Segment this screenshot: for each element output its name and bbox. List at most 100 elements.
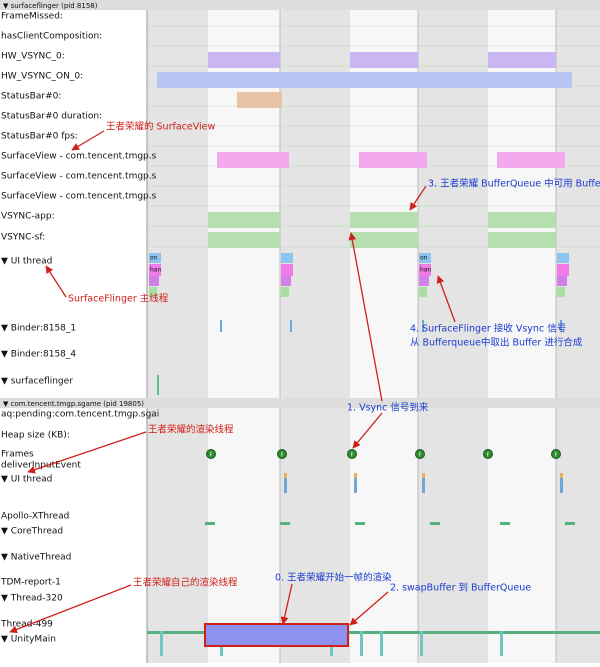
slice: [284, 473, 287, 478]
annotation-arrow: [280, 583, 293, 625]
annotation-arrow: [349, 591, 389, 626]
annotations: 王者荣耀的 SurfaceView SurfaceFlinger 主线程王者荣耀的…: [9, 121, 600, 634]
annotation: 王者荣耀自己的渲染线程: [133, 577, 238, 589]
slice: [500, 522, 510, 525]
slice: [430, 522, 440, 525]
frame-marker-label: F: [555, 453, 558, 459]
slice-label: han: [420, 267, 431, 274]
band-light: [350, 0, 418, 663]
slice-label: on: [150, 255, 158, 262]
frame-marker-label: F: [281, 453, 284, 459]
slice: [380, 631, 383, 656]
frame-marker-label: F: [210, 453, 213, 459]
slice: [560, 473, 563, 478]
track-label: SurfaceView - com.tencent.tmgp.s: [1, 152, 157, 162]
slice: [281, 287, 289, 297]
slice: [290, 320, 292, 332]
track-label: ▼ Binder:8158_4: [1, 350, 76, 360]
vsync-slice: [350, 52, 418, 68]
slice-label: on: [420, 255, 428, 262]
track-label: deliverInputEvent: [1, 461, 81, 471]
vsync-slice: [208, 52, 280, 68]
track-label: Thread-499: [0, 620, 53, 630]
annotation-arrow: [352, 412, 383, 449]
slice: [419, 264, 431, 276]
track-label: ▼ UI thread: [1, 475, 52, 485]
surfaceview-slice: [497, 152, 565, 168]
slice: [205, 522, 215, 525]
track-label: StatusBar#0 fps:: [1, 132, 78, 142]
annotation-arrow: [71, 130, 105, 151]
slice: [419, 287, 427, 297]
slice: [422, 473, 425, 493]
slice: [560, 473, 563, 493]
slice: [565, 522, 575, 525]
slice: [354, 473, 357, 493]
track-label: aq:pending:com.tencent.tmgp.sgai: [1, 410, 159, 420]
slice: [419, 276, 429, 286]
track-label: ▼ NativeThread: [1, 553, 71, 563]
frame-marker: [347, 449, 357, 459]
slice: [355, 522, 365, 525]
frame-marker: [551, 449, 561, 459]
vsync-app-slice: [350, 212, 418, 228]
vsync-sf-slice: [208, 232, 280, 248]
vsync-sf-slice: [488, 232, 556, 248]
process-header: [0, 398, 600, 408]
annotation-arrow: [348, 232, 383, 402]
annotation: 2. swapBuffer 到 BufferQueue: [390, 582, 531, 594]
annotation-arrow: [27, 431, 147, 474]
slice: [360, 631, 363, 656]
annotation: 从 Bufferqueue中取出 Buffer 进行合成: [410, 337, 583, 349]
track-label: SurfaceView - com.tencent.tmgp.s: [1, 172, 157, 182]
band-light: [488, 0, 556, 663]
track-label: HW_VSYNC_ON_0:: [1, 72, 83, 82]
annotation: 王者荣耀的渲染线程: [148, 424, 234, 436]
slice: [557, 276, 567, 286]
annotation: 0. 王者荣耀开始一帧的渲染: [275, 572, 392, 584]
track-label: ▼ Binder:8158_1: [1, 324, 76, 334]
process-header-label: ▼ surfaceflinger (pid 8158): [3, 2, 98, 10]
slice: [149, 276, 159, 286]
annotation: 1. Vsync 信号到来: [347, 402, 429, 414]
slice: [419, 253, 431, 263]
frame-marker: [483, 449, 493, 459]
annotation-arrow: [409, 185, 427, 211]
vsync-slice: [488, 52, 556, 68]
slice: [422, 320, 424, 332]
slice: [281, 253, 293, 263]
frame-marker: [415, 449, 425, 459]
hw-vsync-on: [157, 72, 572, 88]
track-label: VSYNC-app:: [1, 212, 55, 222]
annotation: 4. SurfaceFlinger 接收 Vsync 信号: [410, 323, 566, 335]
slice: [500, 631, 503, 656]
slice: [157, 375, 159, 395]
annotation: 王者荣耀的 SurfaceView: [106, 121, 215, 133]
slice: [420, 631, 423, 656]
track-label: Heap size (KB):: [1, 431, 70, 441]
statusbar-slice: [237, 92, 282, 108]
time-bands: [147, 0, 600, 663]
frame-marker-label: F: [419, 453, 422, 459]
slice: [160, 631, 163, 656]
slice: [149, 253, 161, 263]
surfaceview-slice: [359, 152, 427, 168]
process-header-label: ▼ com.tencent.tmgp.sgame (pid 19805): [3, 400, 144, 408]
track-label: ▼ surfaceflinger: [1, 377, 73, 387]
track-label: ▼ UI thread: [1, 257, 52, 267]
vsync-app-slice: [488, 212, 556, 228]
slice: [281, 264, 293, 276]
slice: [354, 473, 357, 478]
track-label: ▼ CoreThread: [1, 527, 63, 537]
process-header: [0, 0, 600, 10]
frame-marker-label: F: [487, 453, 490, 459]
slice: [557, 253, 569, 263]
vsync-app-slice: [208, 212, 280, 228]
frame-marker-label: F: [351, 453, 354, 459]
slice: [149, 264, 161, 276]
slice: [280, 522, 290, 525]
track-label: ▼ UnityMain: [1, 635, 56, 645]
frame-marker: [277, 449, 287, 459]
track-label: hasClientComposition:: [1, 32, 102, 42]
